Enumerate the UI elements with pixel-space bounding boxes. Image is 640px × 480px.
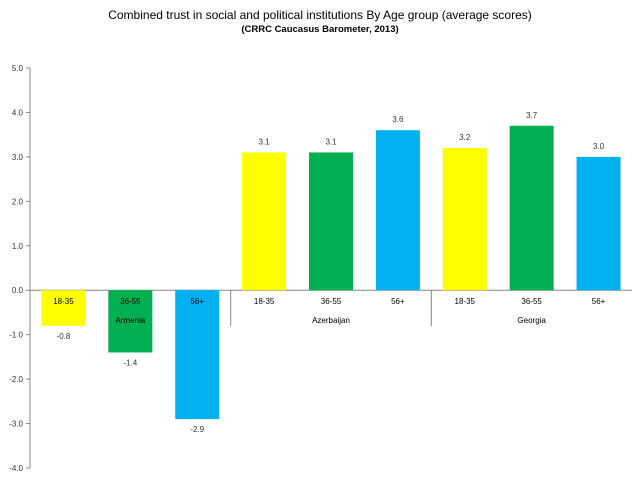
category-label: 56+ bbox=[190, 297, 204, 306]
bar bbox=[41, 290, 86, 326]
group-label: Azerbaijan bbox=[312, 316, 350, 325]
group-label: Georgia bbox=[517, 316, 546, 325]
bar bbox=[442, 148, 487, 291]
y-tick-label: 4.0 bbox=[12, 108, 24, 117]
bar bbox=[309, 152, 353, 291]
category-label: 18-35 bbox=[254, 297, 275, 306]
category-label: 18-35 bbox=[53, 297, 74, 306]
y-tick-label: -2.0 bbox=[9, 375, 23, 384]
y-tick-label: -4.0 bbox=[9, 464, 23, 473]
bar bbox=[108, 290, 153, 353]
data-label: 3.1 bbox=[325, 137, 337, 146]
data-label: 3.0 bbox=[593, 142, 605, 151]
y-tick-label: -3.0 bbox=[9, 420, 23, 429]
data-label: 3.2 bbox=[459, 133, 471, 142]
y-tick-label: 2.0 bbox=[12, 197, 24, 206]
bar bbox=[576, 156, 621, 291]
category-label: 36-55 bbox=[120, 297, 141, 306]
bar bbox=[509, 125, 554, 291]
bar bbox=[175, 290, 220, 420]
category-label: 18-35 bbox=[455, 297, 476, 306]
y-tick-label: 5.0 bbox=[12, 64, 24, 73]
group-label: Armenia bbox=[115, 316, 145, 325]
data-label: 3.6 bbox=[392, 115, 404, 124]
data-label: 3.1 bbox=[259, 137, 271, 146]
category-label: 56+ bbox=[391, 297, 405, 306]
chart-subtitle: (CRRC Caucasus Barometer, 2013) bbox=[241, 24, 399, 35]
bar bbox=[242, 152, 287, 291]
y-tick-label: 3.0 bbox=[12, 153, 24, 162]
data-label: -2.9 bbox=[190, 425, 204, 434]
category-label: 36-55 bbox=[521, 297, 542, 306]
data-label: -0.8 bbox=[57, 332, 71, 341]
y-tick-label: 1.0 bbox=[12, 242, 24, 251]
chart-title: Combined trust in social and political i… bbox=[108, 8, 532, 22]
data-label: -1.4 bbox=[123, 358, 137, 367]
y-tick-label: 0.0 bbox=[12, 286, 24, 295]
bar bbox=[375, 130, 420, 291]
y-tick-label: -1.0 bbox=[9, 331, 23, 340]
data-label: 3.7 bbox=[526, 111, 538, 120]
category-label: 56+ bbox=[592, 297, 606, 306]
category-label: 36-55 bbox=[321, 297, 342, 306]
